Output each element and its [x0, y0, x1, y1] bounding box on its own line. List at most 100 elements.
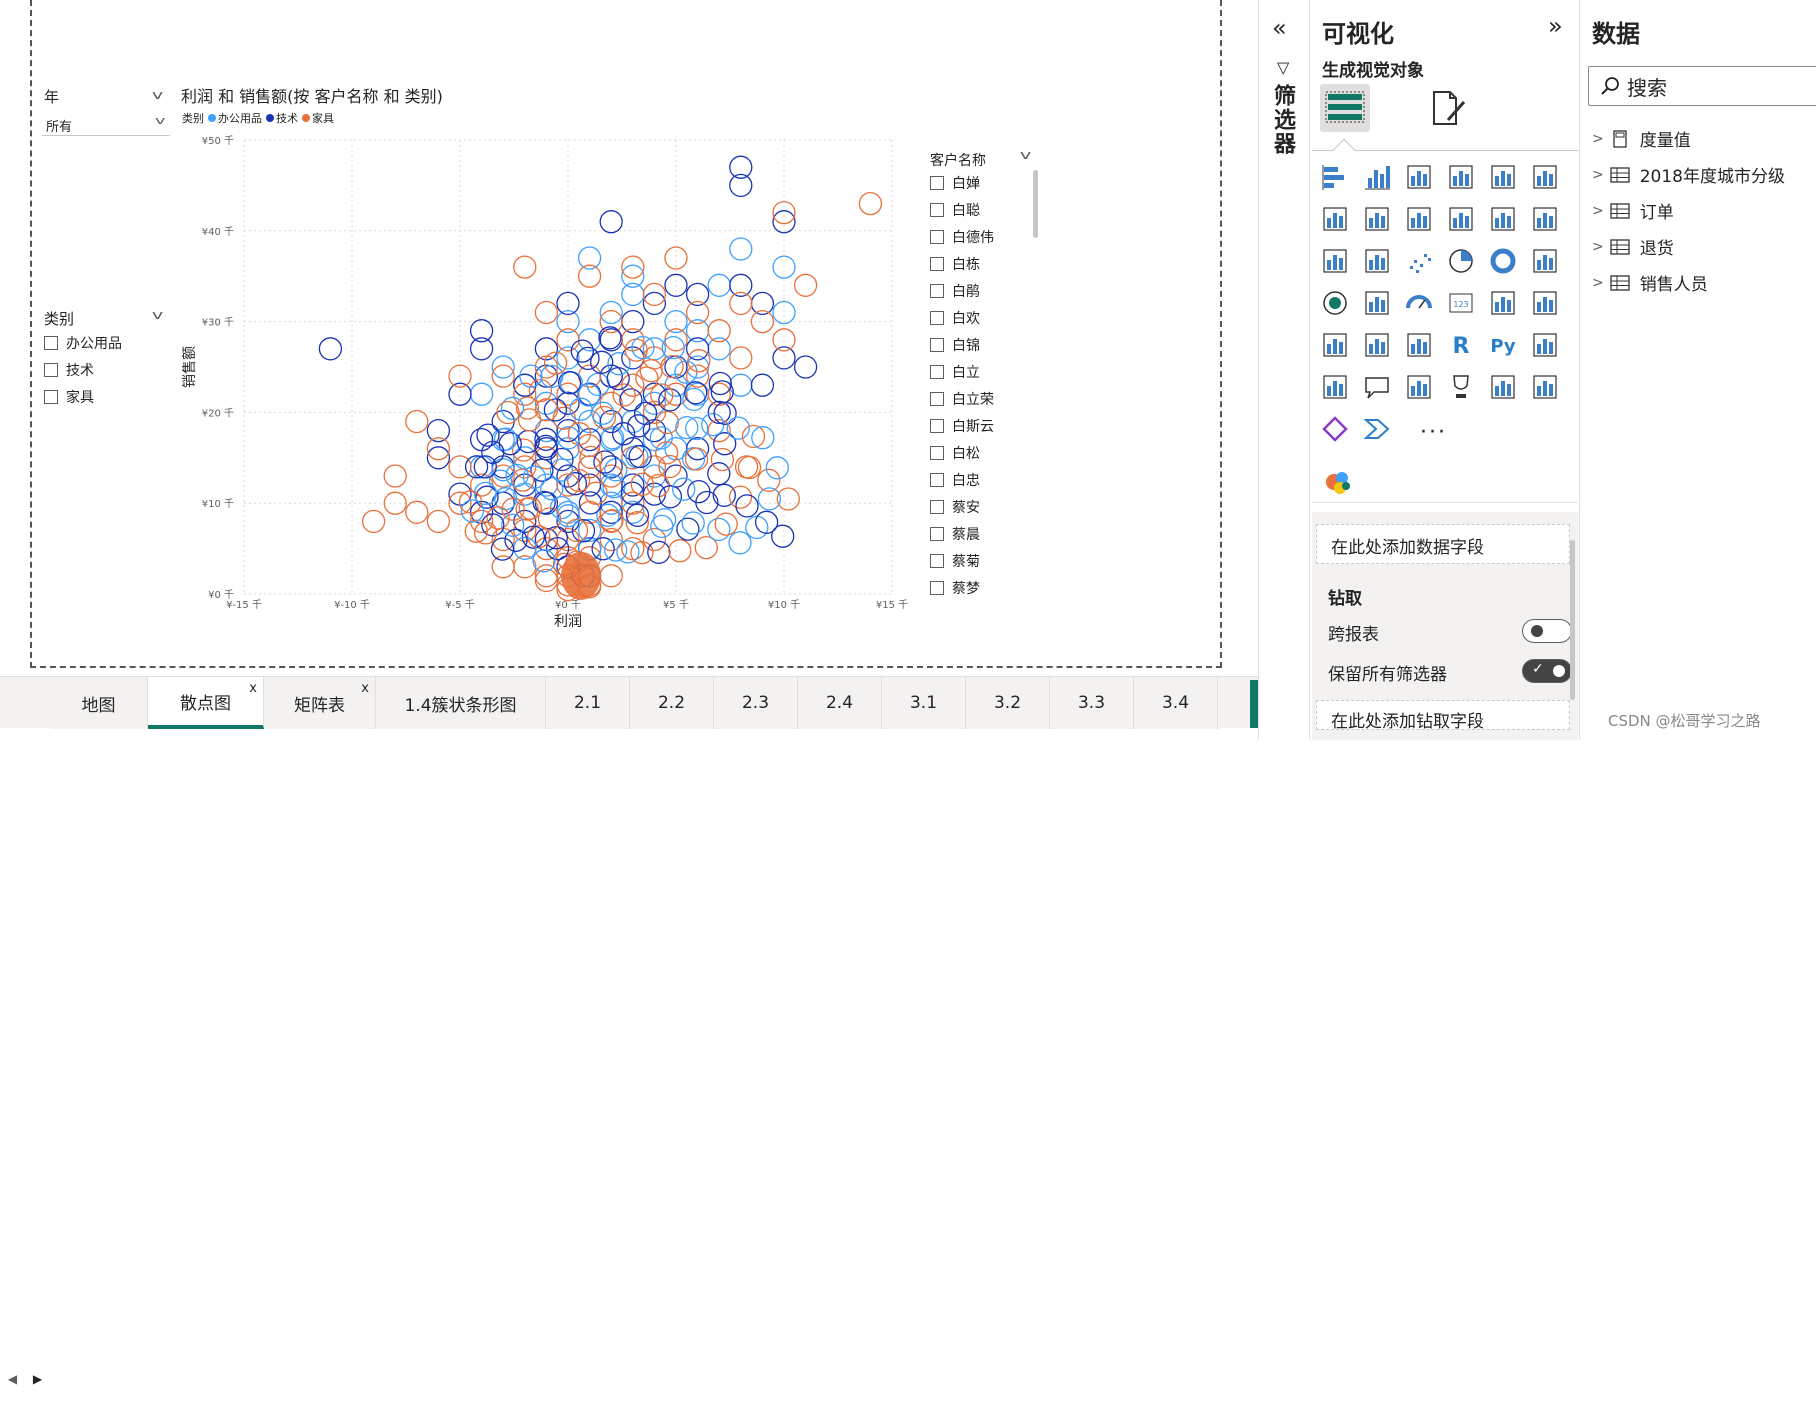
scatter-point[interactable]: [714, 512, 738, 536]
scatter-point[interactable]: [491, 364, 515, 388]
scatter-point[interactable]: [708, 371, 732, 396]
chevron-down-icon[interactable]: v: [151, 308, 164, 322]
legend-item[interactable]: 技术: [266, 110, 298, 126]
scatter-point[interactable]: [771, 524, 795, 548]
checkbox[interactable]: [44, 363, 58, 377]
scatter-point[interactable]: [534, 427, 558, 451]
scatter-point[interactable]: [556, 328, 580, 352]
scatter-point[interactable]: [579, 445, 603, 470]
scatter-point[interactable]: [652, 508, 677, 532]
r-visual-icon[interactable]: R: [1446, 330, 1476, 360]
scatter-point[interactable]: [621, 491, 645, 515]
scatter-point[interactable]: [757, 487, 782, 511]
customer-option[interactable]: 白德伟: [930, 227, 994, 247]
stacked-bar-icon[interactable]: [1320, 162, 1350, 192]
custom-visual-icon[interactable]: [1322, 468, 1356, 498]
scatter-point[interactable]: [543, 398, 568, 422]
scatter-point[interactable]: [655, 410, 680, 435]
data-table-item[interactable]: > 退货: [1592, 234, 1674, 260]
scatter-point[interactable]: [513, 473, 537, 497]
scatter-point[interactable]: [642, 282, 667, 307]
scatter-point[interactable]: [491, 458, 515, 482]
scatter-point[interactable]: [707, 517, 731, 542]
scatter-point[interactable]: [772, 210, 796, 234]
build-visual-button[interactable]: [1320, 84, 1370, 132]
customer-option[interactable]: 白欢: [930, 308, 980, 328]
data-table-item[interactable]: > 度量值: [1592, 126, 1691, 151]
scatter-point[interactable]: [599, 509, 623, 534]
scatter-point[interactable]: [750, 309, 775, 334]
scatter-point[interactable]: [557, 371, 582, 395]
scatter-point[interactable]: [556, 309, 580, 334]
add-field-well[interactable]: 在此处添加数据字段: [1316, 524, 1570, 564]
scatter-point[interactable]: [772, 255, 796, 279]
checkbox[interactable]: [44, 390, 58, 404]
scatter-point[interactable]: [464, 455, 489, 479]
scatter-point[interactable]: [556, 504, 580, 528]
scatter-point[interactable]: [639, 359, 663, 383]
viz-expand-button[interactable]: »: [1548, 12, 1563, 40]
customer-option[interactable]: 白斯云: [930, 416, 994, 436]
scatter-point[interactable]: [476, 423, 500, 447]
tab-prev-icon[interactable]: ◀: [7, 1372, 18, 1386]
customer-option[interactable]: 白立: [930, 362, 980, 382]
map-icon[interactable]: [1320, 288, 1350, 318]
chevron-down-icon[interactable]: v: [151, 88, 164, 102]
tab-next-icon[interactable]: ▶: [32, 1372, 43, 1386]
clustered-column-icon[interactable]: [1446, 162, 1476, 192]
scatter-point[interactable]: [577, 246, 602, 270]
scatter-point[interactable]: [534, 568, 559, 593]
filters-pane-label[interactable]: 筛选器: [1270, 84, 1295, 156]
azure-map-icon[interactable]: [1530, 372, 1560, 402]
scatter-point[interactable]: [556, 391, 580, 415]
customer-slicer-scrollbar[interactable]: [1033, 170, 1038, 238]
scatter-point[interactable]: [600, 426, 625, 450]
scatter-point[interactable]: [530, 458, 554, 482]
checkbox[interactable]: [930, 527, 944, 541]
scatter-point[interactable]: [604, 538, 628, 562]
scatter-point[interactable]: [513, 382, 537, 406]
kpi-icon[interactable]: [1530, 288, 1560, 318]
checkbox[interactable]: [44, 336, 58, 350]
scatter-point[interactable]: [668, 539, 692, 563]
scatter-point[interactable]: [556, 346, 580, 370]
scatter-point[interactable]: [658, 388, 682, 412]
line-clustered-icon[interactable]: [1488, 204, 1518, 234]
scatter-point[interactable]: [675, 415, 699, 440]
scatter-point[interactable]: [469, 427, 494, 452]
clustered-bar-icon[interactable]: [1404, 162, 1434, 192]
donut-icon[interactable]: [1488, 246, 1518, 276]
scatter-point[interactable]: [540, 364, 564, 389]
scatter-point[interactable]: [556, 291, 580, 316]
close-tab-icon[interactable]: x: [361, 681, 369, 696]
decomposition-tree-icon[interactable]: [1320, 372, 1350, 402]
scatter-point[interactable]: [616, 540, 640, 564]
scatter-point[interactable]: [737, 455, 762, 480]
filters-collapse-button[interactable]: «: [1272, 14, 1287, 42]
expand-icon[interactable]: >: [1592, 202, 1604, 219]
scatter-point[interactable]: [491, 355, 515, 379]
scatter-point[interactable]: [556, 418, 580, 443]
scatter-point[interactable]: [621, 264, 645, 288]
scatter-point[interactable]: [488, 469, 513, 493]
expand-icon[interactable]: >: [1592, 238, 1604, 255]
scatter-point[interactable]: [592, 405, 617, 430]
page-tab[interactable]: 2.4: [798, 677, 882, 729]
scatter-point[interactable]: [630, 541, 654, 565]
scatter-point[interactable]: [625, 511, 649, 535]
scatter-point[interactable]: [694, 535, 718, 560]
scatter-point[interactable]: [710, 447, 735, 472]
scatter-point[interactable]: [772, 346, 796, 370]
scatter-point[interactable]: [591, 537, 615, 561]
stacked-column-icon[interactable]: [1362, 162, 1392, 192]
page-tab[interactable]: 2.1: [546, 677, 630, 729]
scatter-point[interactable]: [534, 434, 558, 459]
scatter-point[interactable]: [549, 458, 574, 482]
scatter-point[interactable]: [527, 524, 551, 549]
close-tab-icon[interactable]: x: [249, 681, 257, 696]
scatter-point[interactable]: [685, 282, 710, 307]
page-tab[interactable]: 2.2: [630, 677, 714, 729]
customer-option[interactable]: 白锦: [930, 335, 980, 355]
scatter-point[interactable]: [655, 441, 679, 465]
scatter-point[interactable]: [490, 537, 515, 561]
